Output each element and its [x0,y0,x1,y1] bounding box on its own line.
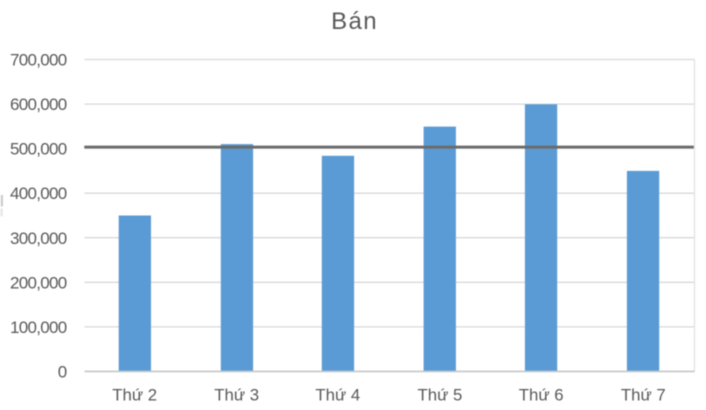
svg-text:100,000: 100,000 [10,318,67,337]
svg-text:200,000: 200,000 [10,273,67,292]
svg-text:Thứ 6: Thứ 6 [519,386,564,405]
svg-text:400,000: 400,000 [10,184,67,203]
svg-text:300,000: 300,000 [10,229,67,248]
svg-text:Thứ 3: Thứ 3 [214,386,259,405]
svg-text:700,000: 700,000 [10,51,67,70]
svg-text:Thứ 5: Thứ 5 [417,386,462,405]
svg-text:Bán: Bán [331,8,378,35]
svg-text:Thứ 4: Thứ 4 [315,386,360,405]
svg-text:600,000: 600,000 [10,95,67,114]
svg-text:0: 0 [58,362,67,381]
svg-text:500,000: 500,000 [10,140,67,159]
svg-text:Thứ 2: Thứ 2 [112,386,157,405]
svg-text:Thứ 7: Thứ 7 [621,386,666,405]
